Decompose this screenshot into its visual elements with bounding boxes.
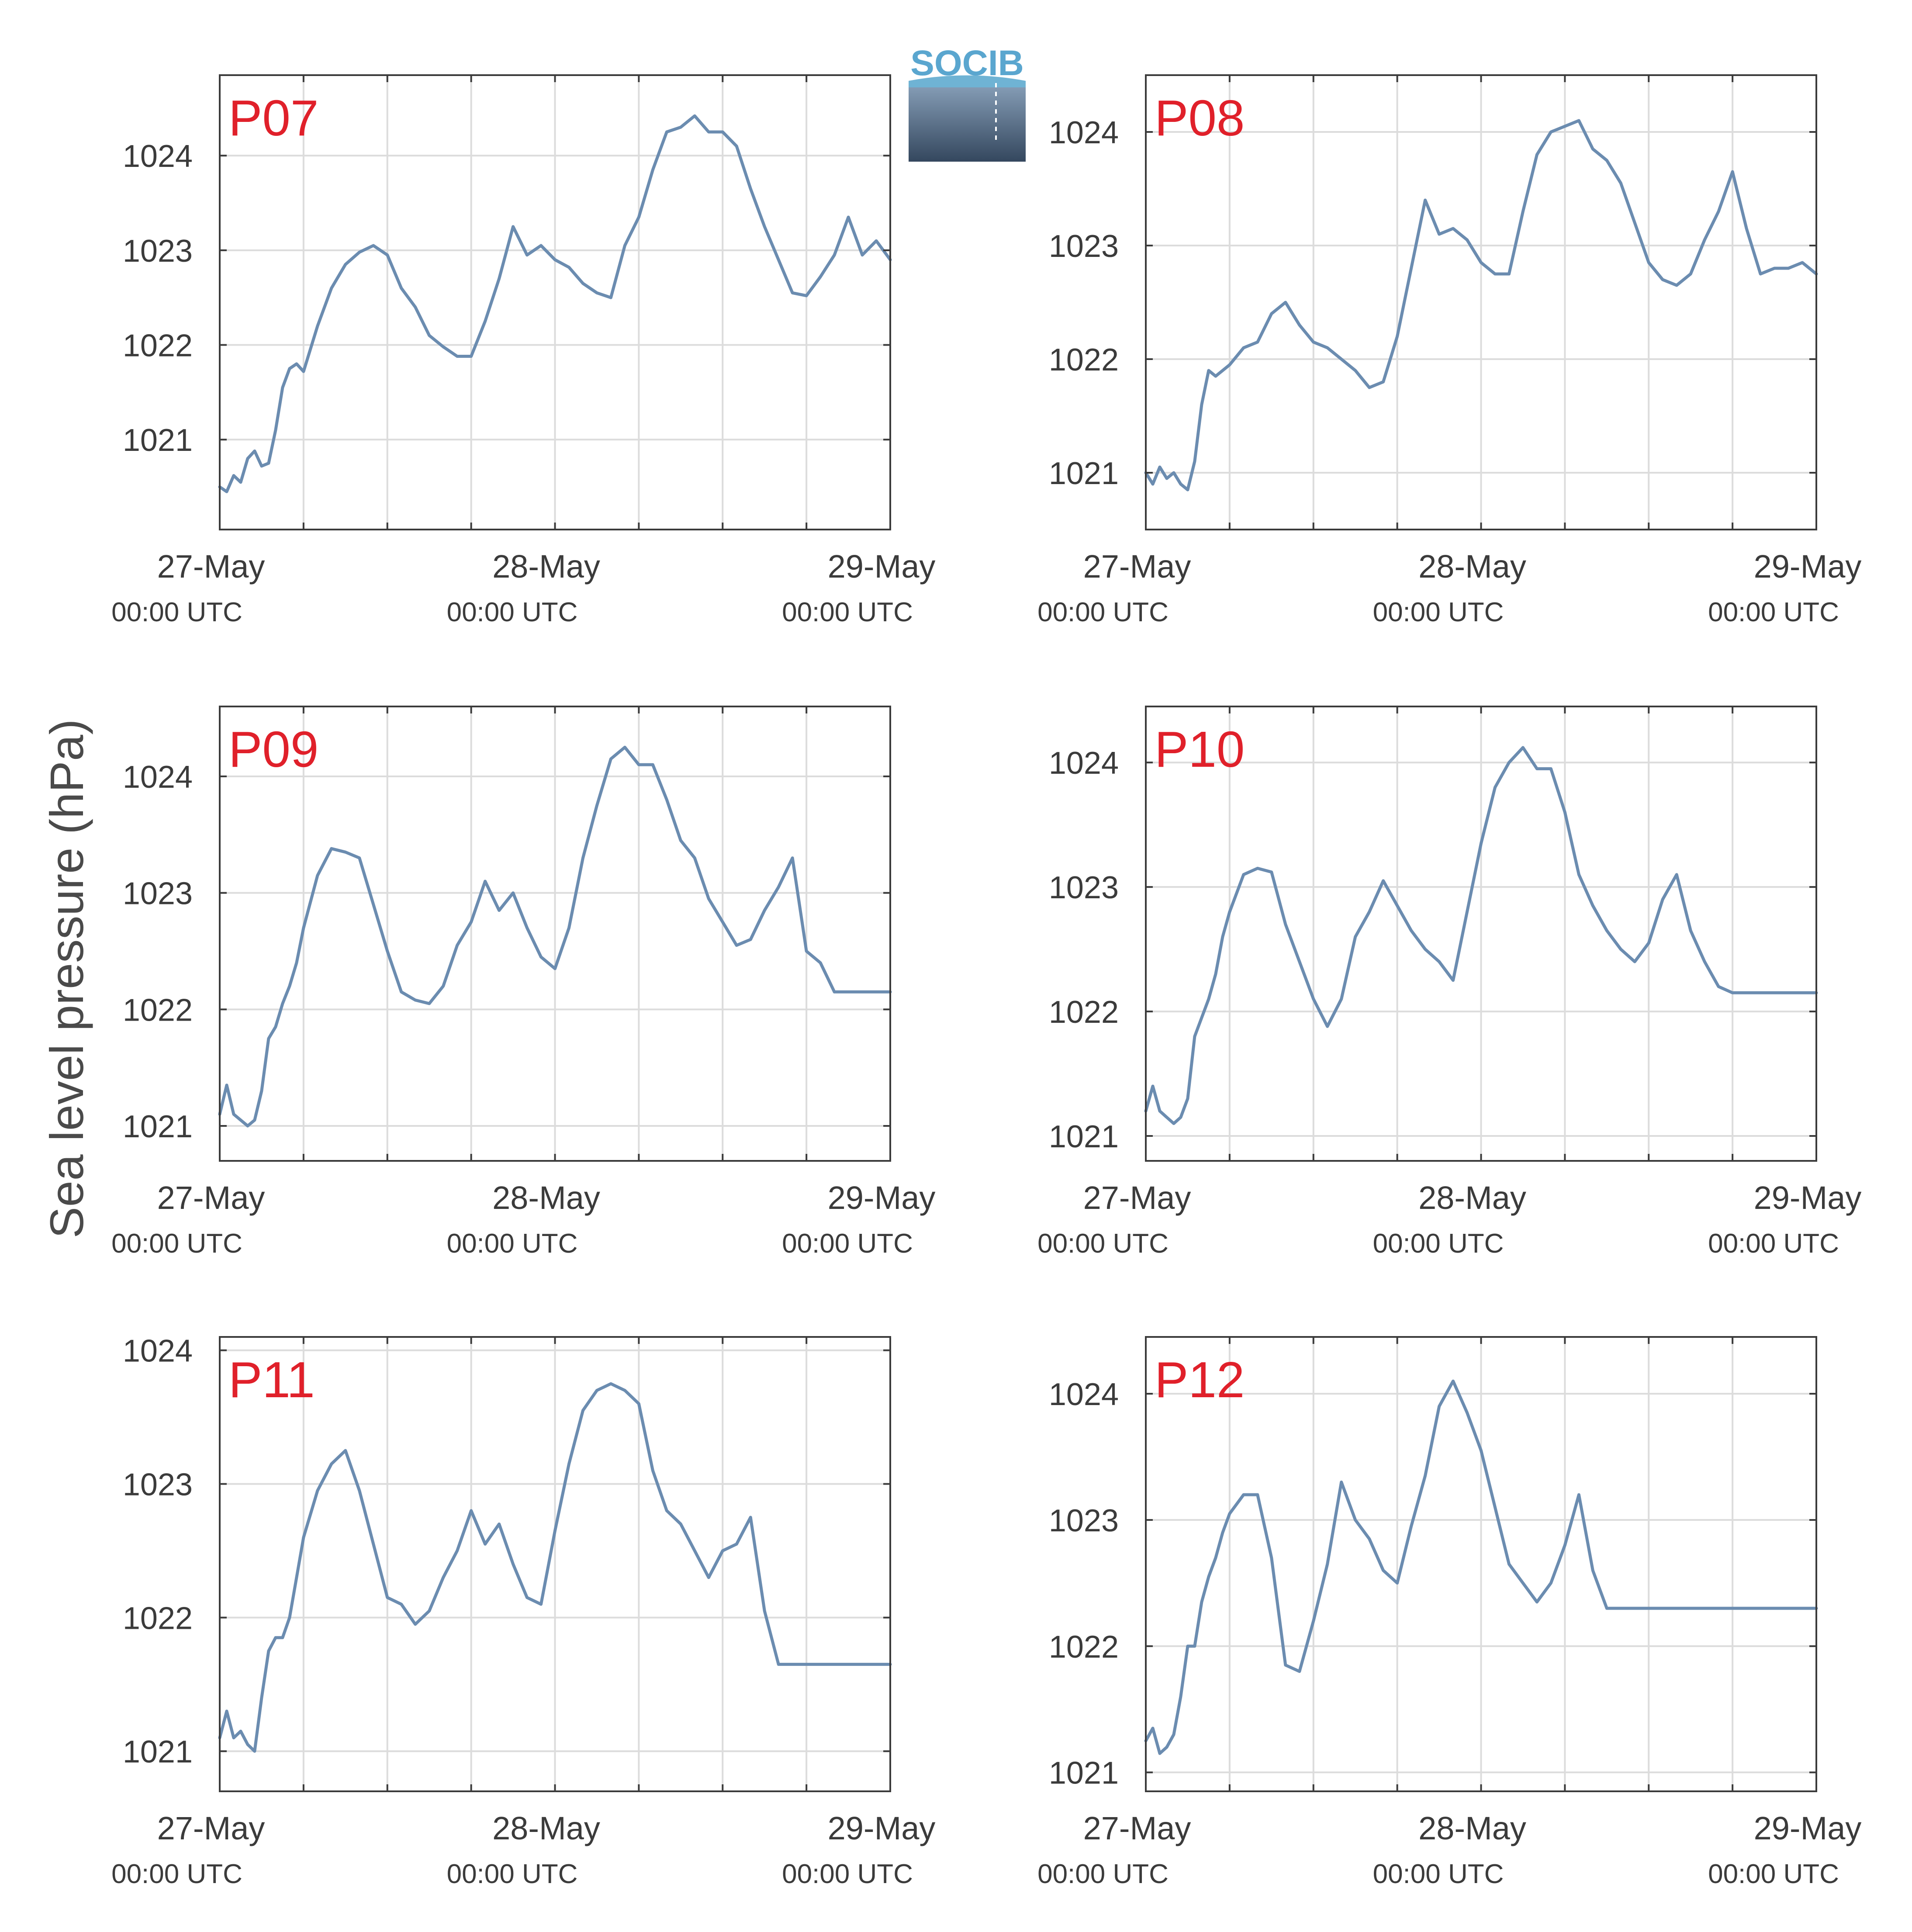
x-tick-label-time: 00:00 UTC (1708, 1859, 1839, 1889)
series-line (218, 1382, 892, 1753)
y-tick-label: 1024 (1049, 115, 1119, 150)
x-tick-label-time: 00:00 UTC (447, 1229, 578, 1259)
y-tick-label: 1021 (1049, 1756, 1119, 1791)
panel-p12: 1021 1022 1023 1024 27-May 00:00 UTC 28-May 00:… (1037, 1336, 1862, 1889)
series-line (218, 114, 892, 493)
panel-p10: 1021 1022 1023 1024 27-May 00:00 UTC 28-May 00:… (1037, 706, 1861, 1259)
panel-label: P10 (1155, 721, 1245, 778)
panel-label: P09 (228, 721, 318, 778)
socib-logo-text: SOCIB (910, 43, 1024, 83)
panel-p08: 1021 1022 1023 1024 27-May 00:00 UTC 28-May 00:… (1037, 74, 1862, 627)
y-tick-label: 1021 (123, 1109, 193, 1144)
panel-p09: 1021 1022 1023 1024 27-May 00:00 UTC 28-May 00:… (111, 706, 935, 1259)
x-tick-label-time: 00:00 UTC (1037, 1859, 1169, 1889)
y-tick-label: 1022 (1049, 343, 1119, 377)
x-tick-label-time: 00:00 UTC (1373, 597, 1504, 627)
x-tick-label-date: 27-May (157, 1180, 265, 1216)
x-tick-label-date: 29-May (828, 1810, 936, 1846)
y-tick-label: 1022 (123, 1601, 193, 1636)
x-tick-label-time: 00:00 UTC (1708, 597, 1839, 627)
y-tick-label: 1021 (123, 1735, 193, 1769)
x-tick-label-time: 00:00 UTC (782, 1859, 913, 1889)
y-tick-label: 1024 (1049, 1377, 1119, 1412)
x-tick-label-date: 27-May (1083, 1810, 1191, 1846)
x-tick-label-date: 27-May (1083, 1180, 1191, 1216)
panel-label: P07 (228, 90, 318, 146)
x-tick-label-time: 00:00 UTC (111, 597, 242, 627)
series-line (1144, 746, 1818, 1125)
y-tick-label: 1024 (123, 139, 193, 174)
x-tick-label-time: 00:00 UTC (1037, 597, 1169, 627)
socib-logo: SOCIB (909, 43, 1026, 162)
y-tick-label: 1022 (123, 329, 193, 364)
y-tick-label: 1021 (1049, 1119, 1119, 1154)
x-tick-label-time: 00:00 UTC (1037, 1229, 1169, 1259)
x-tick-label-date: 27-May (157, 1810, 265, 1846)
x-tick-label-date: 29-May (1754, 1810, 1862, 1846)
y-tick-label: 1022 (123, 993, 193, 1028)
x-tick-label-date: 29-May (828, 1180, 936, 1216)
y-tick-label: 1024 (123, 760, 193, 795)
y-tick-label: 1023 (123, 876, 193, 911)
y-tick-label: 1023 (1049, 229, 1119, 264)
x-tick-label-time: 00:00 UTC (111, 1229, 242, 1259)
panel-label: P12 (1155, 1351, 1245, 1408)
panel-label: P11 (228, 1351, 315, 1408)
x-tick-label-date: 28-May (492, 1180, 600, 1216)
series-line (218, 745, 892, 1128)
series-line (1144, 1379, 1818, 1755)
y-tick-label: 1024 (123, 1334, 193, 1369)
series-line (1144, 119, 1818, 492)
panel-p07: 1021 1022 1023 1024 27-May 00:00 UTC 28-May 00:… (111, 74, 936, 627)
panel-p11: 1021 1022 1023 1024 27-May 00:00 UTC 28-May 00:… (111, 1334, 935, 1889)
y-tick-label: 1023 (123, 234, 193, 269)
y-tick-label: 1023 (1049, 1503, 1119, 1538)
y-axis-label: Sea level pressure (hPa) (40, 719, 93, 1239)
x-tick-label-time: 00:00 UTC (447, 597, 578, 627)
panel-label: P08 (1155, 90, 1245, 146)
x-tick-label-date: 27-May (1083, 548, 1191, 585)
x-tick-label-date: 28-May (1418, 548, 1526, 585)
x-tick-label-date: 28-May (492, 548, 600, 585)
y-tick-label: 1022 (1049, 1630, 1119, 1665)
x-tick-label-time: 00:00 UTC (111, 1859, 242, 1889)
x-tick-label-time: 00:00 UTC (782, 1229, 913, 1259)
x-tick-label-time: 00:00 UTC (1373, 1859, 1504, 1889)
x-tick-label-date: 28-May (1418, 1180, 1526, 1216)
x-tick-label-time: 00:00 UTC (1373, 1229, 1504, 1259)
x-tick-label-date: 27-May (157, 548, 265, 585)
x-tick-label-date: 29-May (1754, 1180, 1862, 1216)
y-tick-label: 1023 (123, 1467, 193, 1502)
y-tick-label: 1024 (1049, 746, 1119, 781)
x-tick-label-time: 00:00 UTC (447, 1859, 578, 1889)
y-tick-label: 1022 (1049, 995, 1119, 1030)
x-tick-label-time: 00:00 UTC (1708, 1229, 1839, 1259)
x-tick-label-time: 00:00 UTC (782, 597, 913, 627)
panels: 1021 1022 1023 1024 27-May 00:00 UTC 28-May 00:… (111, 74, 1862, 1889)
socib-logo-wave (909, 81, 1026, 162)
x-tick-label-date: 28-May (1418, 1810, 1526, 1846)
y-tick-label: 1023 (1049, 870, 1119, 905)
x-tick-label-date: 29-May (1754, 548, 1862, 585)
y-tick-label: 1021 (1049, 456, 1119, 491)
x-tick-label-date: 28-May (492, 1810, 600, 1846)
x-tick-label-date: 29-May (828, 548, 936, 585)
y-tick-label: 1021 (123, 423, 193, 458)
